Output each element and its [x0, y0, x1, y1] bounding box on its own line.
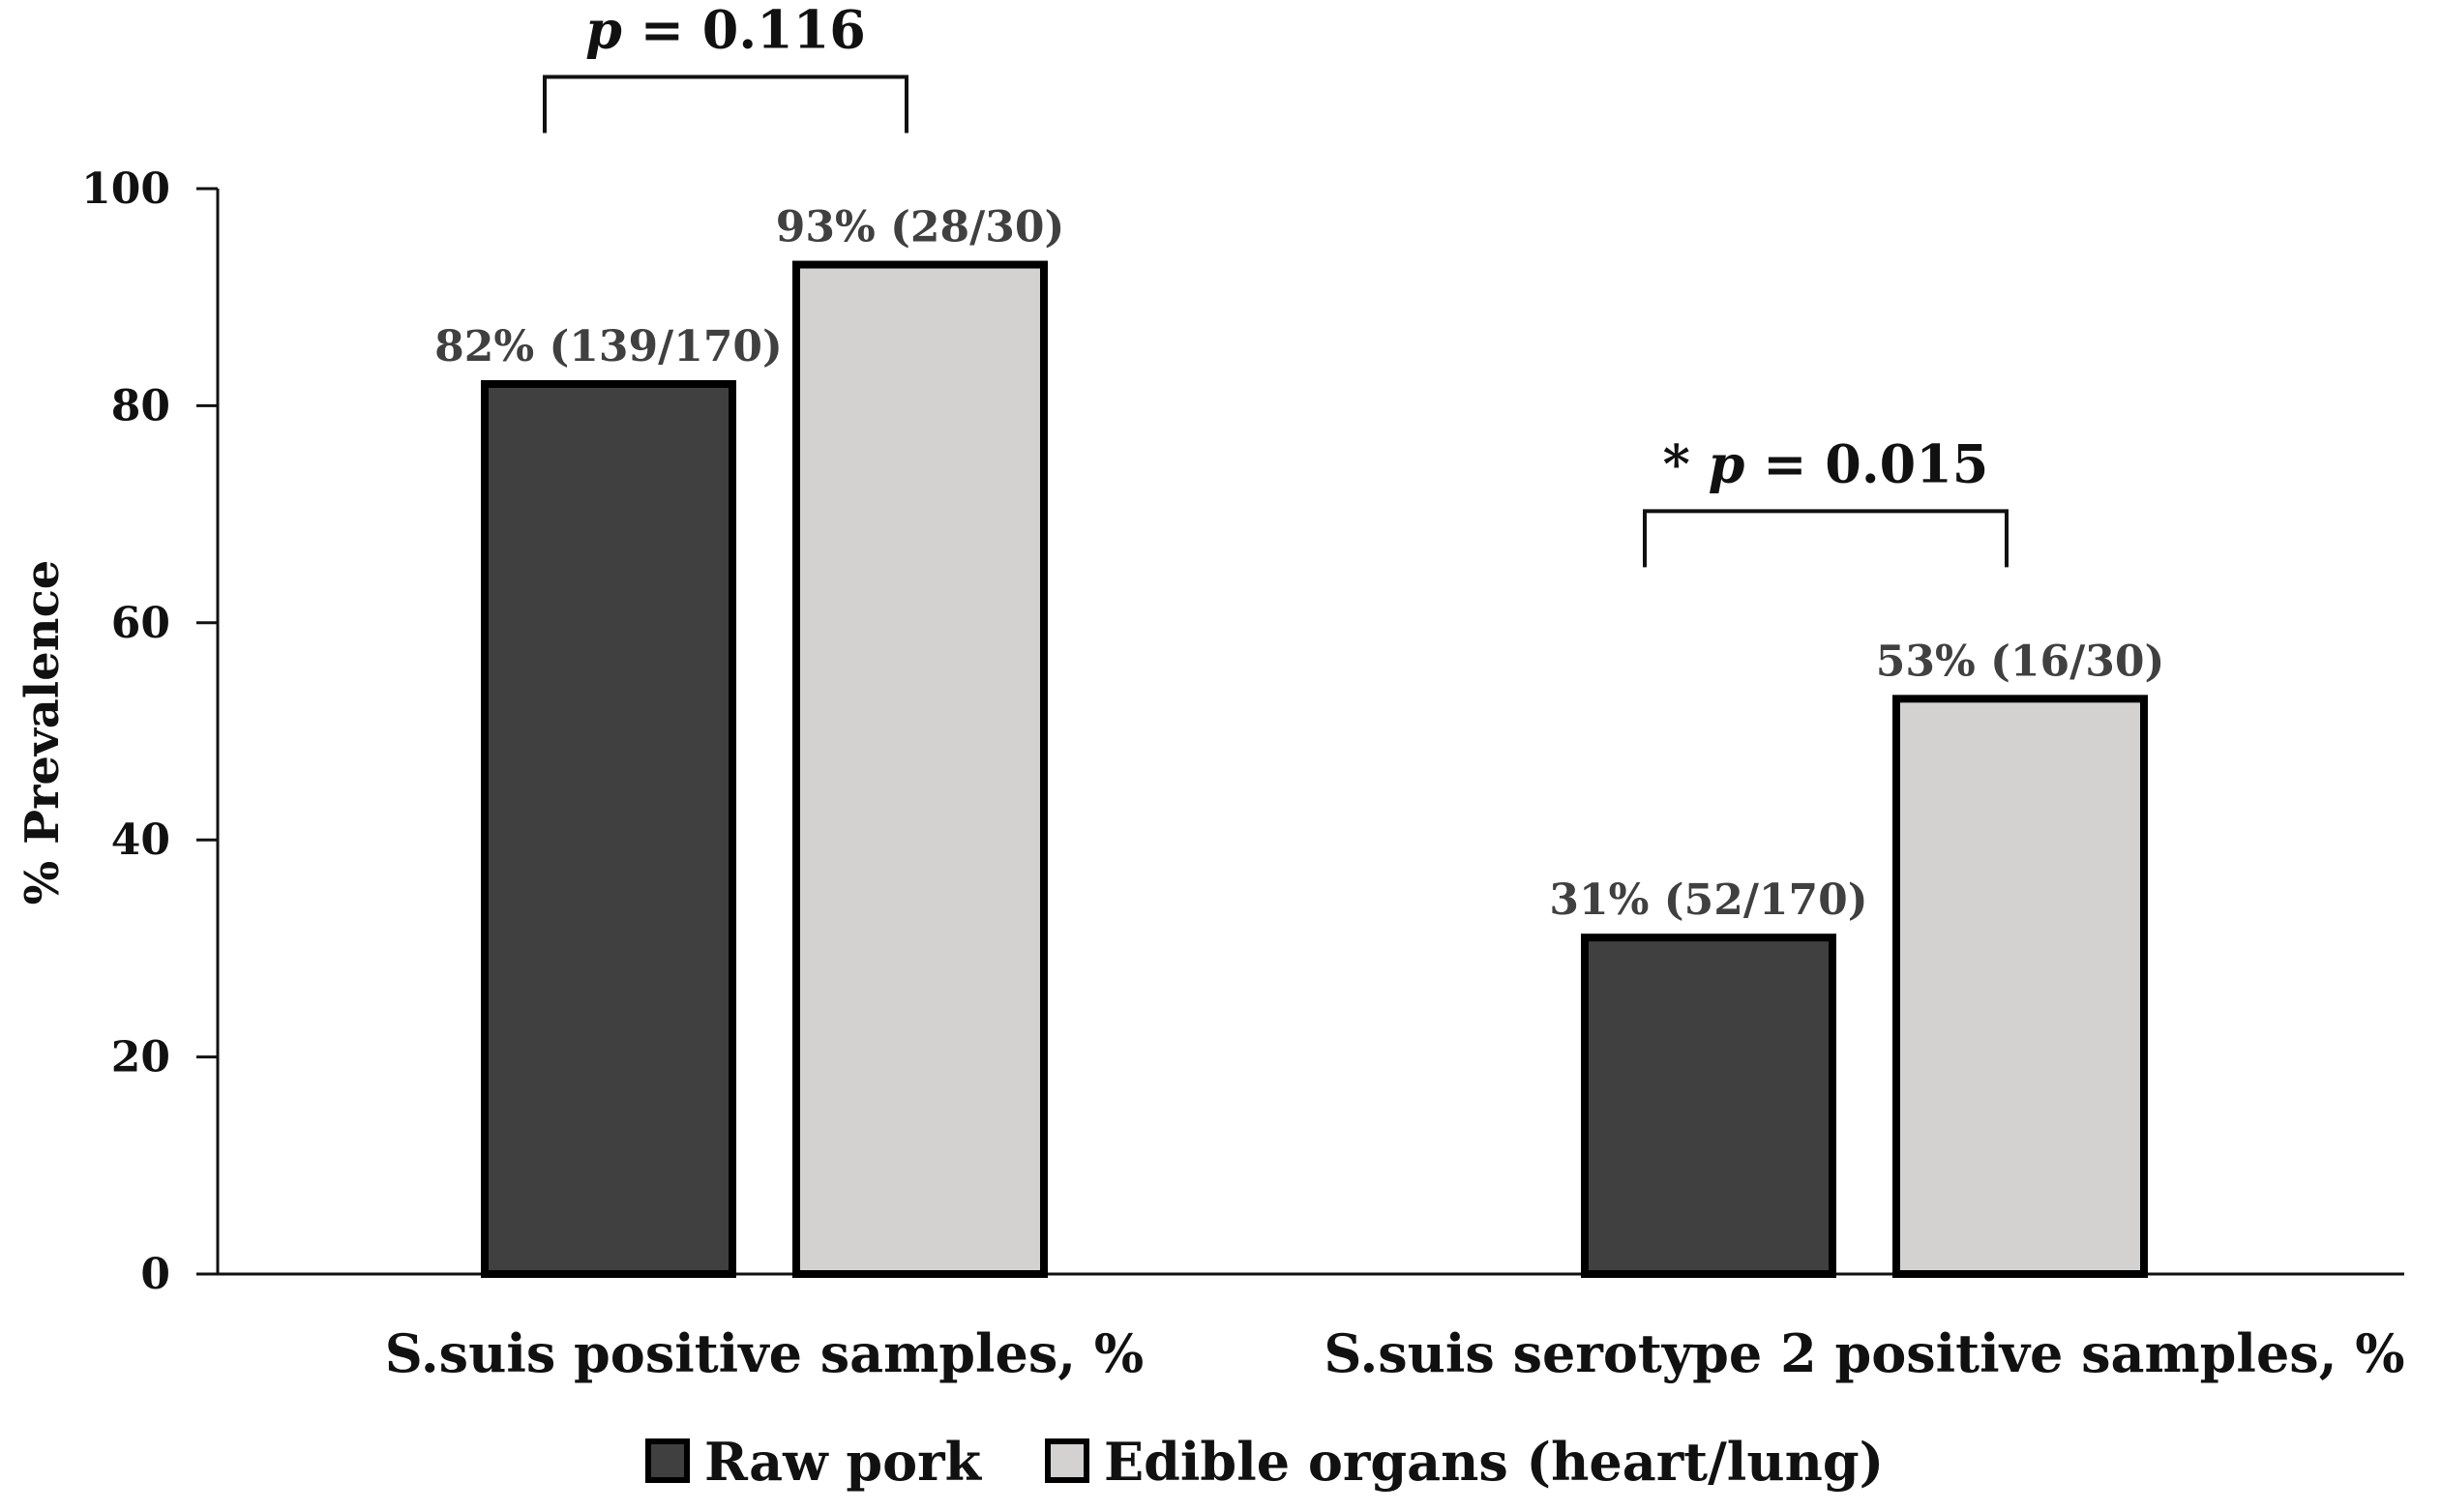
- y-ticks: 0 20 40 60 80 100: [81, 164, 218, 1299]
- y-tick-label: 80: [111, 381, 170, 430]
- p-value: = 0.015: [1744, 432, 1988, 494]
- bar-raw-pork-cat2: [1581, 934, 1836, 1278]
- p-symbol: p: [1709, 432, 1745, 494]
- y-axis: 0 20 40 60 80 100: [81, 164, 220, 1299]
- p-value-label: p = 0.116: [585, 0, 866, 61]
- data-label: 93% (28/30): [776, 203, 1065, 252]
- legend-label: Edible organs (heart/lung): [1104, 1431, 1884, 1493]
- bar-raw-pork-cat1: [481, 379, 736, 1278]
- significance-star: *: [1663, 432, 1709, 494]
- data-label: 53% (16/30): [1876, 637, 2165, 686]
- y-tick-label: 20: [111, 1033, 170, 1082]
- y-tick-label: 0: [140, 1250, 170, 1299]
- category-label: S.suis serotype 2 positive samples, %: [1324, 1322, 2404, 1384]
- data-label: 31% (52/170): [1549, 875, 1867, 925]
- legend: Raw pork Edible organs (heart/lung): [645, 1431, 1884, 1493]
- category-label: S.suis positive samples, %: [385, 1322, 1144, 1384]
- bars: [481, 260, 2148, 1278]
- category-labels: S.suis positive samples, % S.suis serotyp…: [385, 1322, 2405, 1384]
- data-labels: 82% (139/170) 93% (28/30) 31% (52/170) 53% …: [434, 203, 2164, 926]
- p-symbol: p: [585, 0, 622, 61]
- y-tick-label: 40: [111, 815, 170, 865]
- significance-annotations: p = 0.116 * p = 0.015: [543, 0, 2009, 568]
- legend-label: Raw pork: [704, 1431, 983, 1493]
- y-tick-label: 60: [111, 599, 170, 648]
- p-value: = 0.116: [622, 0, 866, 61]
- legend-swatch-edible-organs: [1045, 1438, 1089, 1483]
- legend-swatch-raw-pork: [645, 1438, 690, 1483]
- bar-edible-organs-cat1: [792, 260, 1048, 1278]
- y-axis-title: % Prevalence: [15, 560, 70, 905]
- bar-edible-organs-cat2: [1892, 695, 2148, 1278]
- significance-bracket: [1643, 509, 2009, 568]
- p-value-label: * p = 0.015: [1663, 432, 1989, 494]
- y-tick-label: 100: [81, 164, 170, 214]
- data-label: 82% (139/170): [434, 322, 783, 371]
- significance-bracket: [543, 74, 908, 133]
